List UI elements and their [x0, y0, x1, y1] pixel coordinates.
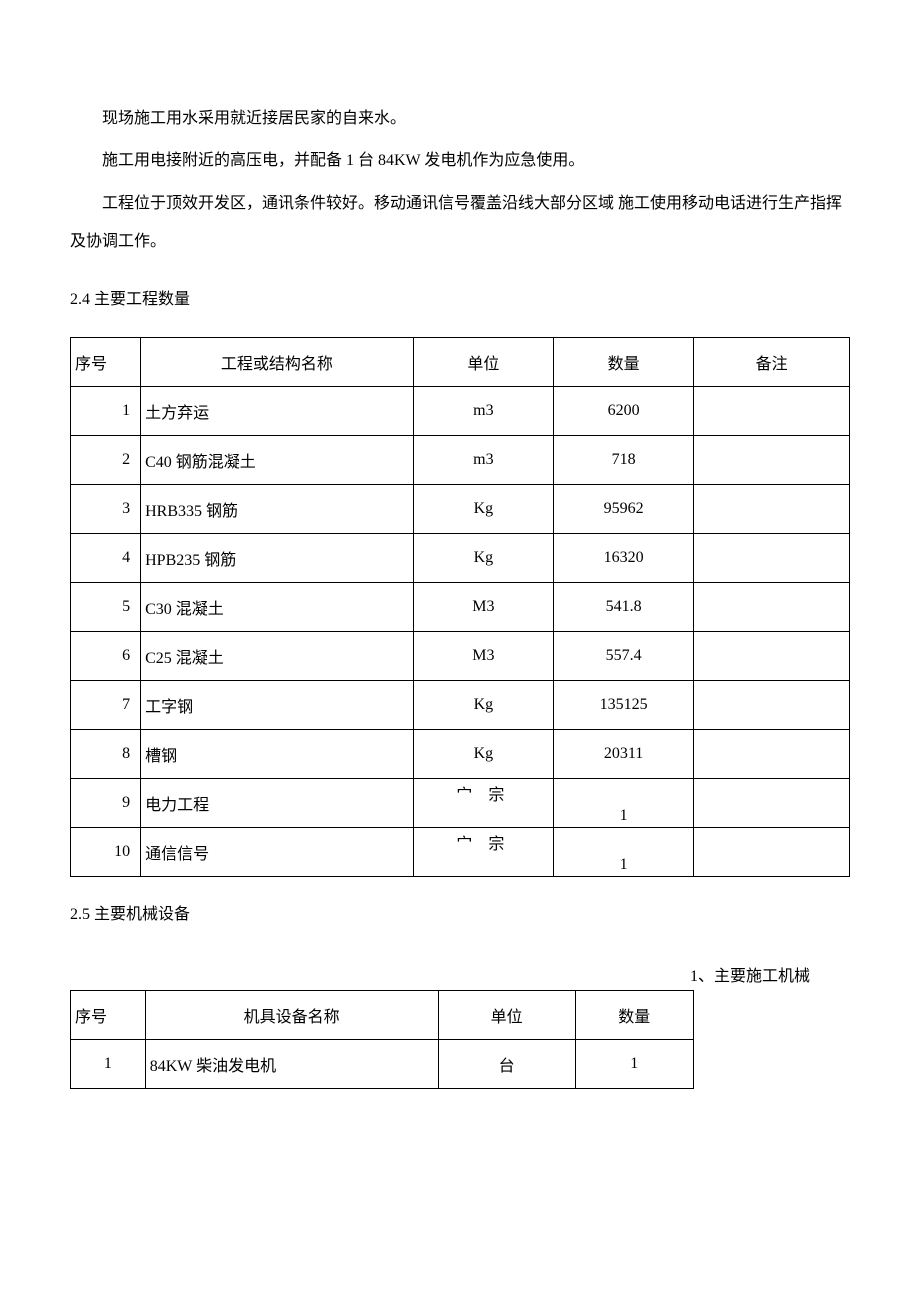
- cell-name: C30 混凝土: [141, 582, 414, 631]
- cell-name: 工字钢: [141, 680, 414, 729]
- cell-qty: 16320: [553, 533, 693, 582]
- cell-unit: 宀 宗: [413, 778, 553, 827]
- cell-unit: M3: [413, 631, 553, 680]
- cell-qty: 1: [553, 827, 693, 876]
- cell-name: 通信信号: [141, 827, 414, 876]
- cell-remark: [694, 435, 850, 484]
- cell-name: 槽钢: [141, 729, 414, 778]
- table-row: 9电力工程宀 宗1: [71, 778, 850, 827]
- cell-qty: 95962: [553, 484, 693, 533]
- table-engineering-qty: 序号 工程或结构名称 单位 数量 备注 1土方弃运m362002C40 钢筋混凝…: [70, 337, 850, 877]
- cell-qty: 557.4: [553, 631, 693, 680]
- cell-qty: 135125: [553, 680, 693, 729]
- cell-seq: 9: [71, 778, 141, 827]
- cell-seq: 1: [71, 386, 141, 435]
- th-unit: 单位: [438, 990, 575, 1039]
- cell-name: 土方弃运: [141, 386, 414, 435]
- section-heading-24: 2.4 主要工程数量: [70, 282, 850, 317]
- cell-unit: 台: [438, 1039, 575, 1088]
- cell-name: 84KW 柴油发电机: [145, 1039, 438, 1088]
- cell-seq: 1: [71, 1039, 146, 1088]
- cell-unit: Kg: [413, 729, 553, 778]
- cell-remark: [694, 533, 850, 582]
- cell-unit: Kg: [413, 680, 553, 729]
- th-remark: 备注: [694, 337, 850, 386]
- th-name: 工程或结构名称: [141, 337, 414, 386]
- paragraph-power: 施工用电接附近的高压电，并配备 1 台 84KW 发电机作为应急使用。: [70, 142, 850, 180]
- cell-seq: 3: [71, 484, 141, 533]
- table-row: 6C25 混凝土M3557.4: [71, 631, 850, 680]
- th-qty: 数量: [575, 990, 693, 1039]
- table-row: 2C40 钢筋混凝土m3718: [71, 435, 850, 484]
- cell-remark: [694, 386, 850, 435]
- table-row: 184KW 柴油发电机台1: [71, 1039, 694, 1088]
- cell-qty: 1: [553, 778, 693, 827]
- cell-remark: [694, 582, 850, 631]
- cell-qty: 20311: [553, 729, 693, 778]
- cell-qty: 718: [553, 435, 693, 484]
- cell-unit: 宀 宗: [413, 827, 553, 876]
- paragraph-water: 现场施工用水采用就近接居民家的自来水。: [70, 100, 850, 138]
- cell-name: C40 钢筋混凝土: [141, 435, 414, 484]
- cell-remark: [694, 778, 850, 827]
- cell-unit: Kg: [413, 484, 553, 533]
- section-heading-25: 2.5 主要机械设备: [70, 897, 850, 932]
- cell-remark: [694, 631, 850, 680]
- th-name: 机具设备名称: [145, 990, 438, 1039]
- table-header-row: 序号 工程或结构名称 单位 数量 备注: [71, 337, 850, 386]
- table-machinery: 序号 机具设备名称 单位 数量 184KW 柴油发电机台1: [70, 990, 694, 1089]
- cell-seq: 10: [71, 827, 141, 876]
- cell-remark: [694, 729, 850, 778]
- cell-unit: M3: [413, 582, 553, 631]
- table-row: 4HPB235 钢筋Kg16320: [71, 533, 850, 582]
- table-row: 10通信信号宀 宗1: [71, 827, 850, 876]
- cell-seq: 4: [71, 533, 141, 582]
- subtitle-machinery: 1、主要施工机械: [70, 962, 850, 986]
- cell-name: HPB235 钢筋: [141, 533, 414, 582]
- cell-qty: 1: [575, 1039, 693, 1088]
- table-row: 5C30 混凝土M3541.8: [71, 582, 850, 631]
- cell-remark: [694, 680, 850, 729]
- cell-seq: 6: [71, 631, 141, 680]
- cell-unit: m3: [413, 386, 553, 435]
- table-row: 7工字钢Kg135125: [71, 680, 850, 729]
- table-row: 1土方弃运m36200: [71, 386, 850, 435]
- cell-unit: m3: [413, 435, 553, 484]
- table-header-row: 序号 机具设备名称 单位 数量: [71, 990, 694, 1039]
- th-qty: 数量: [553, 337, 693, 386]
- cell-qty: 541.8: [553, 582, 693, 631]
- paragraph-comm: 工程位于顶效开发区，通讯条件较好。移动通讯信号覆盖沿线大部分区域 施工使用移动电…: [70, 185, 850, 262]
- cell-unit: Kg: [413, 533, 553, 582]
- cell-seq: 2: [71, 435, 141, 484]
- cell-seq: 7: [71, 680, 141, 729]
- cell-remark: [694, 484, 850, 533]
- cell-seq: 8: [71, 729, 141, 778]
- cell-name: C25 混凝土: [141, 631, 414, 680]
- th-unit: 单位: [413, 337, 553, 386]
- cell-remark: [694, 827, 850, 876]
- cell-seq: 5: [71, 582, 141, 631]
- table-row: 3HRB335 钢筋Kg95962: [71, 484, 850, 533]
- cell-name: 电力工程: [141, 778, 414, 827]
- th-seq: 序号: [71, 337, 141, 386]
- cell-name: HRB335 钢筋: [141, 484, 414, 533]
- cell-qty: 6200: [553, 386, 693, 435]
- th-seq: 序号: [71, 990, 146, 1039]
- table-row: 8槽钢Kg20311: [71, 729, 850, 778]
